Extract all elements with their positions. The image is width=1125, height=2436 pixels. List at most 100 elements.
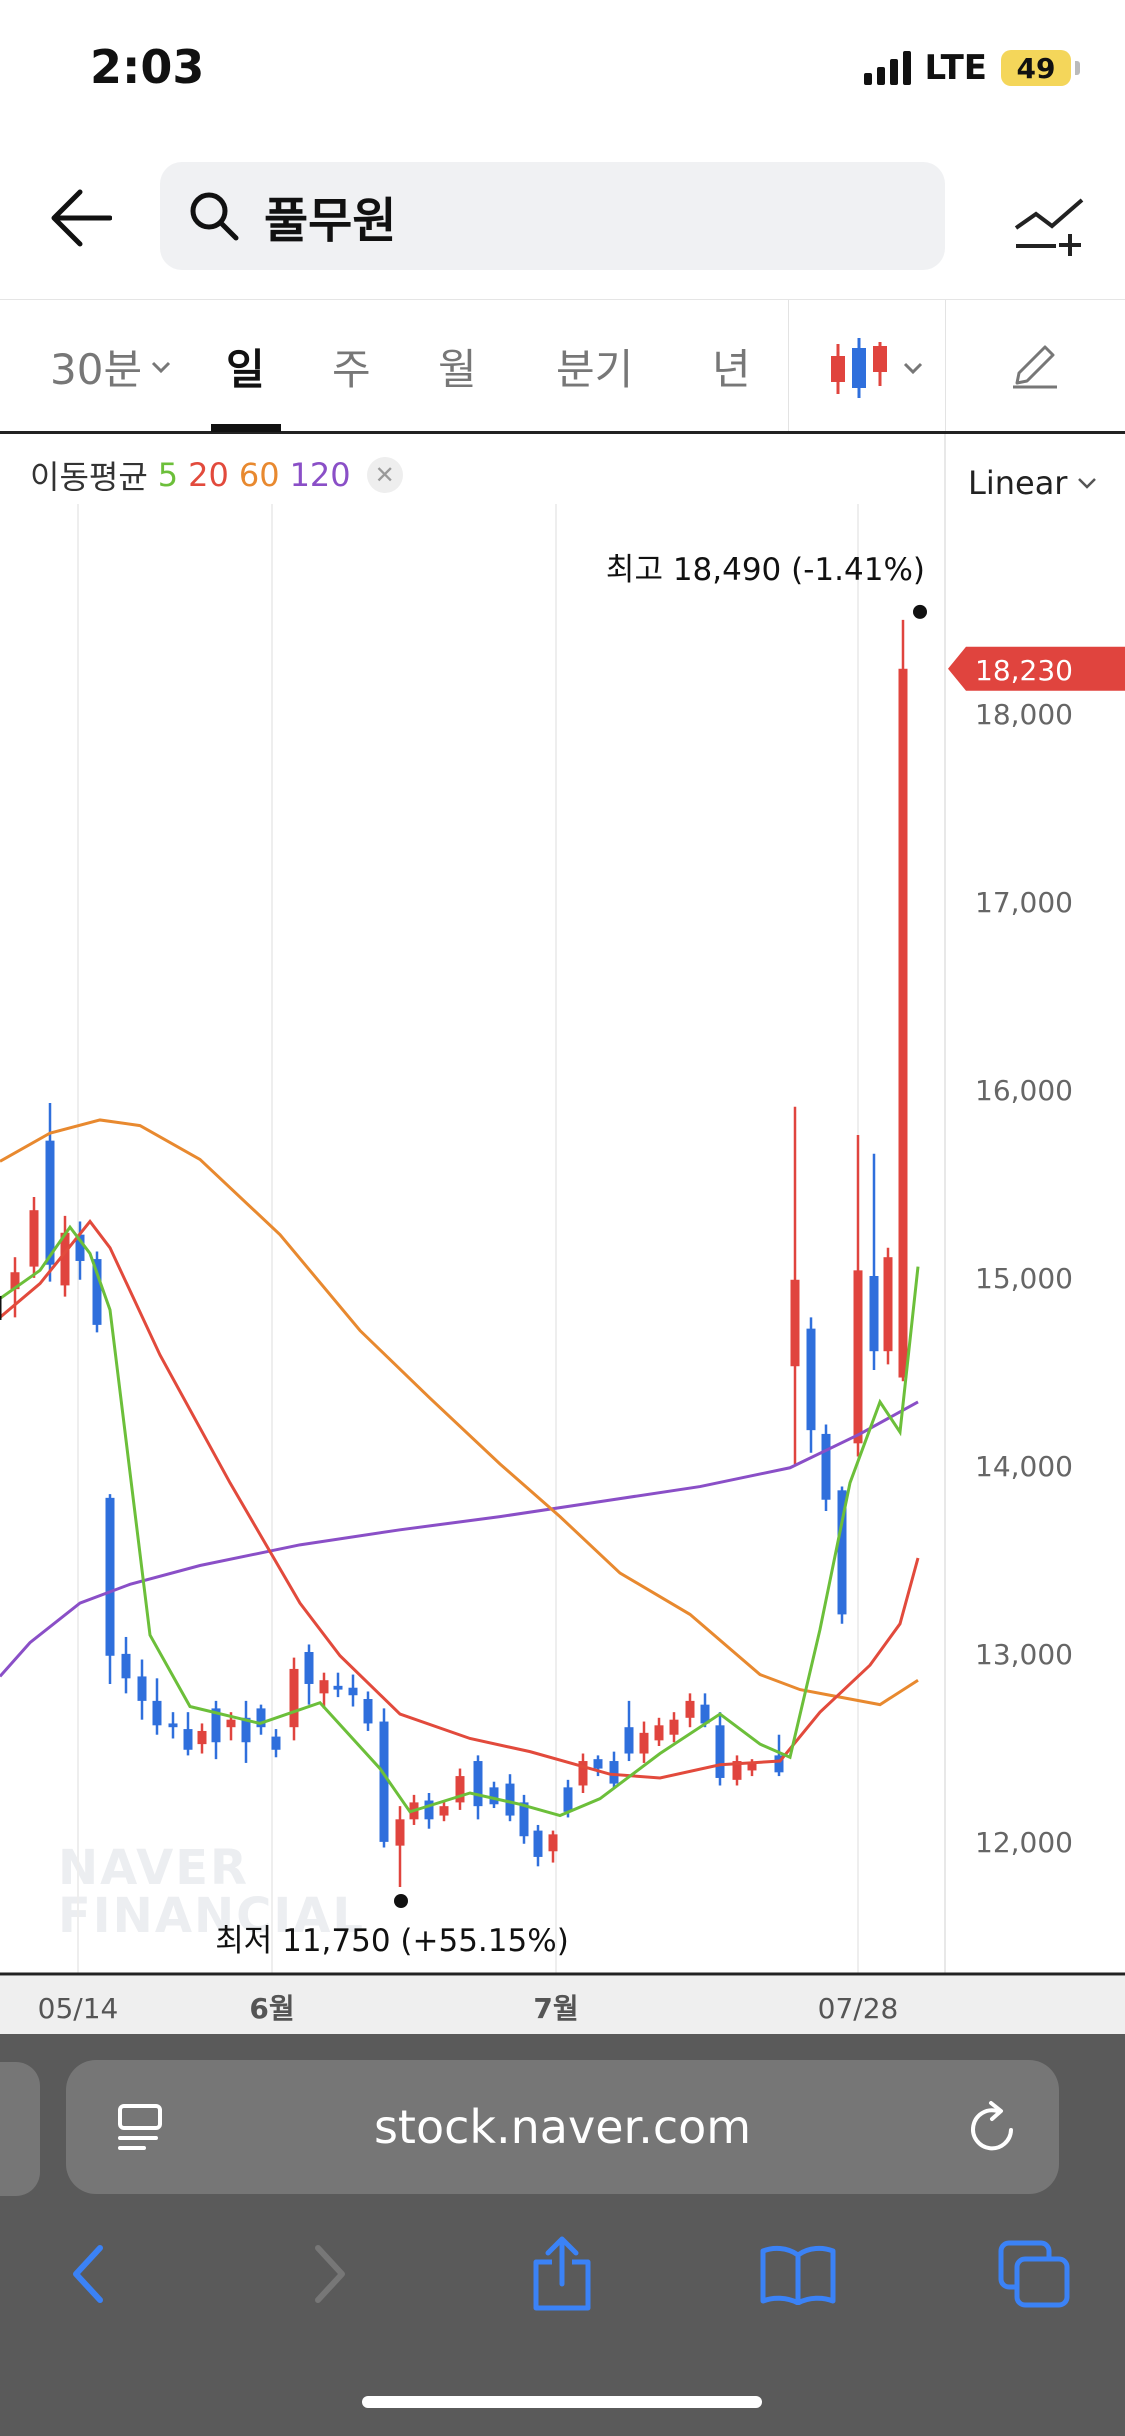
candle-body (821, 1433, 831, 1500)
ma120-label: 120 (289, 456, 351, 494)
candle-body (152, 1700, 162, 1726)
battery-tip (1075, 61, 1080, 75)
chevron-left-icon (73, 2245, 103, 2303)
candle-body (424, 1800, 434, 1820)
book-icon (760, 2245, 836, 2305)
y-tick-label: 17,000 (975, 886, 1073, 919)
previous-tab-preview[interactable] (0, 2062, 40, 2196)
home-indicator (362, 2396, 762, 2408)
ma5-label: 5 (157, 456, 179, 494)
candle-body (578, 1761, 588, 1786)
x-tick-label: 7월 (533, 1992, 578, 2025)
browser-forward-button[interactable] (280, 2224, 380, 2324)
candle-body (105, 1497, 115, 1656)
address-bar[interactable]: stock.naver.com (66, 2060, 1059, 2194)
search-input[interactable]: 풀무원 (160, 162, 945, 270)
high-label: 최고 18,490 (-1.41%) (606, 552, 925, 588)
candle-body (121, 1653, 131, 1679)
current-price-label: 18,230 (975, 654, 1073, 687)
candle-body (395, 1819, 405, 1846)
y-tick-label: 14,000 (975, 1450, 1073, 1483)
watermark-line1: NAVER (58, 1840, 249, 1896)
back-button[interactable] (40, 178, 120, 258)
candle-body (853, 1270, 863, 1444)
candle-body (137, 1676, 147, 1701)
browser-bottom-bar: stock.naver.com (0, 2034, 1125, 2436)
bookmarks-button[interactable] (748, 2224, 848, 2324)
chevron-down-icon (903, 362, 923, 375)
candle-body (609, 1761, 619, 1784)
y-tick-label: 12,000 (975, 1826, 1073, 1859)
ma120-line (0, 1400, 919, 1678)
chart-type-selector[interactable] (828, 336, 924, 400)
battery-level: 49 (1016, 51, 1056, 85)
candle-body (271, 1736, 281, 1750)
high-marker (913, 604, 927, 619)
candle-body (379, 1721, 389, 1842)
browser-back-button[interactable] (38, 2224, 138, 2324)
watermark-line2: FINANCIAL (58, 1888, 365, 1944)
tab-week[interactable]: 주 (332, 345, 371, 394)
scale-label: Linear (968, 464, 1068, 502)
share-button[interactable] (512, 2224, 612, 2324)
candle-body (732, 1761, 742, 1780)
y-tick-label: 18,000 (975, 698, 1073, 731)
candle-body (363, 1699, 373, 1724)
tabs-button[interactable] (984, 2224, 1084, 2324)
candle-body (790, 1279, 800, 1367)
candle-body (869, 1276, 879, 1352)
candle-body (700, 1704, 710, 1724)
x-tick-label: 05/14 (38, 1992, 119, 2025)
chart-canvas[interactable]: 18,000 17,000 16,000 15,000 14,000 13,000 12,0… (0, 434, 1125, 2034)
active-tab-indicator (211, 424, 281, 432)
candle-body (837, 1490, 847, 1615)
candle-body (226, 1719, 236, 1728)
candle-body (774, 1755, 784, 1773)
candle-body (92, 1259, 102, 1325)
tab-divider (945, 300, 946, 431)
browser-toolbar (0, 2224, 1125, 2344)
tab-year[interactable]: 년 (712, 345, 751, 394)
low-label: 최저 11,750 (+55.15%) (215, 1923, 569, 1959)
candle-body (639, 1732, 649, 1754)
tab-quarter[interactable]: 분기 (556, 345, 634, 394)
candle-body (533, 1830, 543, 1857)
reader-icon (118, 2104, 162, 2150)
status-time: 2:03 (90, 40, 205, 94)
candle-body (563, 1787, 573, 1812)
search-query: 풀무원 (264, 193, 397, 249)
candle-body (45, 1140, 55, 1265)
ma60-line (0, 1118, 919, 1707)
price-chart[interactable]: NAVER FINANCIAL 18,000 17,000 16,000 15,000… (0, 434, 1125, 2034)
tabs-icon (998, 2240, 1070, 2308)
candle-body (519, 1802, 529, 1837)
tab-month[interactable]: 월 (438, 345, 477, 394)
candle-body (183, 1729, 193, 1750)
search-icon (188, 188, 244, 244)
candle-body (669, 1719, 679, 1735)
y-tick-label: 15,000 (975, 1262, 1073, 1295)
candle-body (624, 1727, 634, 1754)
ma20-label: 20 (188, 456, 229, 494)
ma60-label: 60 (238, 456, 280, 494)
drawing-tool-button[interactable] (1000, 330, 1070, 400)
candle-body (883, 1257, 893, 1352)
x-tick-label: 6월 (249, 1992, 294, 2025)
candle-body (168, 1723, 178, 1728)
candle-body (60, 1232, 70, 1286)
reload-icon (971, 2101, 1013, 2151)
close-icon[interactable]: ✕ (366, 457, 403, 493)
candle-body (333, 1685, 343, 1690)
chart-add-icon (1014, 198, 1084, 256)
candle-body (304, 1652, 314, 1684)
add-compare-chart-button[interactable] (1005, 178, 1095, 268)
candle-body (548, 1834, 558, 1852)
tab-30min[interactable]: 30분 (50, 336, 172, 397)
candle-body (197, 1730, 207, 1745)
back-arrow-icon (51, 189, 112, 247)
candle-body (505, 1783, 515, 1816)
tab-day[interactable]: 일 (226, 345, 265, 394)
scale-selector[interactable]: Linear (968, 464, 1097, 502)
chevron-down-icon (152, 361, 171, 373)
moving-average-legend[interactable]: 이동평균 5 20 60 120 ✕ (30, 452, 403, 498)
